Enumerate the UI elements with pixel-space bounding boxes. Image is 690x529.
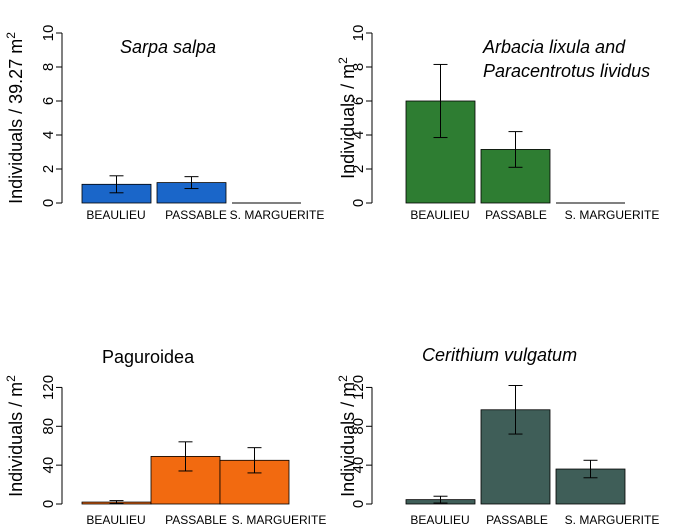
y-tick-label: 2 <box>350 165 367 173</box>
y-tick-label: 0 <box>350 199 367 207</box>
category-label: PASSABLE <box>485 208 547 222</box>
chart-title: Cerithium vulgatum <box>422 345 577 365</box>
chart-title: Arbacia lixula and <box>482 37 626 57</box>
y-tick-label: 8 <box>350 63 367 71</box>
y-tick-label: 2 <box>40 165 57 173</box>
y-tick-label: 0 <box>40 199 57 207</box>
y-axis-label: Individuals / 39.27 m2 <box>4 32 26 204</box>
y-tick-label: 4 <box>40 131 57 139</box>
y-tick-label: 10 <box>350 25 367 42</box>
y-tick-label: 120 <box>350 375 367 400</box>
chart-title: Paguroidea <box>102 347 195 367</box>
y-axis-label-superscript: 2 <box>4 32 18 39</box>
y-axis-label-superscript: 2 <box>4 375 18 382</box>
chart-panel-3: 0 40 80 120 BEAULIEU PASSABLE S. MARGUERITE Ind… <box>4 347 326 527</box>
chart-panel-1: 0 2 4 6 8 10 BEAULIEU PASSABLE S. MARGUERITE Indi… <box>4 25 324 222</box>
y-axis-label-text: Individuals / 39.27 m <box>6 39 26 204</box>
category-label: PASSABLE <box>486 513 548 527</box>
y-axis-label: Individuals / m2 <box>4 375 26 497</box>
y-axis-label-text: Individuals / m <box>6 382 26 497</box>
y-tick-label: 80 <box>40 418 57 435</box>
category-label: BEAULIEU <box>86 513 145 527</box>
y-axis-label-superscript: 2 <box>336 57 350 64</box>
y-tick-label: 10 <box>40 25 57 42</box>
chart-panel-4: 0 40 80 120 BEAULIEU PASSABLE S. MARGUERITE Ind… <box>336 345 659 527</box>
y-tick-label: 4 <box>350 131 367 139</box>
y-tick-label: 6 <box>350 97 367 105</box>
y-tick-label: 6 <box>40 97 57 105</box>
y-axis-label: Individuals / m2 <box>336 57 358 179</box>
y-axis-label: Individuals / m2 <box>336 375 358 497</box>
category-label: S. MARGUERITE <box>232 513 327 527</box>
y-tick-label: 40 <box>40 457 57 474</box>
y-axis-label-text: Individuals / m <box>338 382 358 497</box>
category-label: BEAULIEU <box>410 208 469 222</box>
y-tick-label: 40 <box>350 457 367 474</box>
category-label: BEAULIEU <box>86 208 145 222</box>
y-tick-label: 0 <box>40 500 57 508</box>
y-tick-label: 120 <box>40 375 57 400</box>
chart-title: Sarpa salpa <box>120 37 216 57</box>
y-tick-label: 0 <box>350 500 367 508</box>
chart-panel-2: 0 2 4 6 8 10 BEAULIEU PASSABLE S. MARGUERITE Indi… <box>336 25 659 222</box>
y-tick-label: 8 <box>40 63 57 71</box>
category-label: S. MARGUERITE <box>230 208 325 222</box>
y-axis-label-text: Individuals / m <box>338 64 358 179</box>
category-label: S. MARGUERITE <box>565 513 660 527</box>
bar <box>219 459 290 505</box>
category-label: PASSABLE <box>165 208 227 222</box>
category-label: PASSABLE <box>165 513 227 527</box>
category-label: S. MARGUERITE <box>565 208 660 222</box>
category-label: BEAULIEU <box>410 513 469 527</box>
y-tick-label: 80 <box>350 418 367 435</box>
chart-title: Paracentrotus lividus <box>483 61 650 81</box>
y-axis-label-superscript: 2 <box>336 375 350 382</box>
